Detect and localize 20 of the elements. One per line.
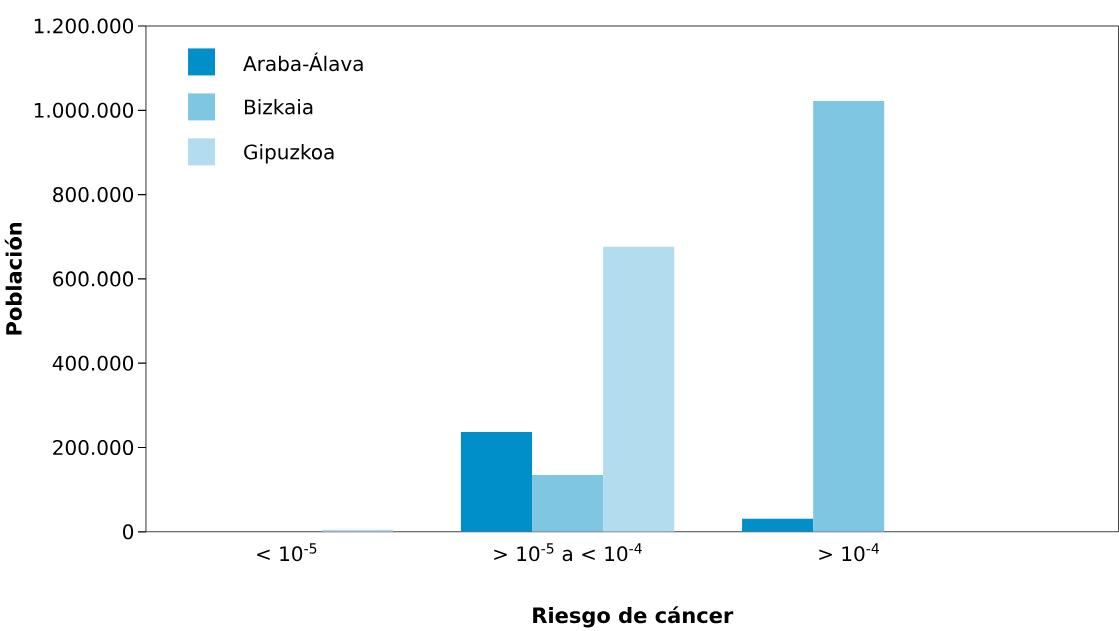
y-tick-label: 800.000 [53,187,134,203]
bar [742,518,814,532]
bar [813,101,885,532]
y-tick-label: 1.000.000 [34,102,134,118]
bar [460,432,533,532]
x-tick-label: < 10$^{-5}$ [257,543,317,562]
legend-label: Araba-Álava [243,52,363,72]
y-tick-label: 200.000 [53,440,134,456]
y-tick-label: 400.000 [52,355,134,371]
y-tick-label: 0 [123,524,134,540]
bar [532,475,604,532]
x-tick-label: > 10$^{-5}$ a < 10$^{-4}$ [494,543,642,562]
y-axis-title: Población [4,223,22,335]
x-axis-title: Riesgo de cáncer [533,606,734,628]
legend-label: Bizkaia [244,99,313,115]
y-tick-label: 1.200.000 [34,18,134,34]
x-tick-label: > 10$^{-4}$ [819,543,879,562]
bar [603,246,675,532]
legend-label: Gipuzkoa [244,144,334,164]
y-tick-label: 600.000 [53,271,134,287]
